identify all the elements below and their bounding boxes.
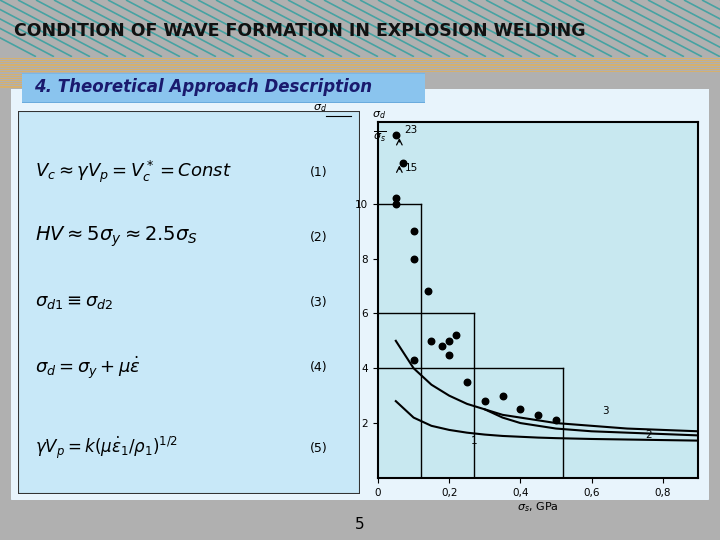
Text: $\overline{\sigma_s}$: $\overline{\sigma_s}$ [373, 130, 386, 144]
Point [397, 158, 409, 167]
Text: 2: 2 [645, 430, 652, 441]
Point [436, 342, 448, 350]
Point [408, 254, 419, 263]
Point [426, 336, 437, 345]
Text: 23: 23 [405, 125, 418, 134]
Text: (1): (1) [310, 166, 328, 179]
Point [515, 405, 526, 414]
Point [408, 356, 419, 364]
Point [390, 131, 402, 139]
Point [408, 227, 419, 235]
Text: 5: 5 [355, 517, 365, 532]
Point [550, 416, 562, 424]
Text: 15: 15 [405, 163, 418, 173]
Text: $HV \approx 5\sigma_y \approx 2.5\sigma_S$: $HV \approx 5\sigma_y \approx 2.5\sigma_… [35, 225, 198, 249]
Text: 3: 3 [602, 406, 609, 416]
Text: $\sigma_d$: $\sigma_d$ [313, 103, 328, 114]
Text: 4. Theoretical Approach Description: 4. Theoretical Approach Description [34, 78, 372, 96]
Text: $\sigma_d = \sigma_y + \mu\dot{\varepsilon}$: $\sigma_d = \sigma_y + \mu\dot{\varepsil… [35, 354, 141, 381]
Text: $V_c \approx \gamma V_p = V_c^* = Const$: $V_c \approx \gamma V_p = V_c^* = Const$ [35, 159, 232, 185]
Point [390, 194, 402, 202]
Text: $\sigma_{d1} \equiv \sigma_{d2}$: $\sigma_{d1} \equiv \sigma_{d2}$ [35, 293, 113, 312]
Point [479, 397, 490, 406]
FancyBboxPatch shape [7, 87, 713, 502]
Text: $\sigma_d$: $\sigma_d$ [372, 110, 387, 122]
Point [444, 336, 455, 345]
Text: (5): (5) [310, 442, 328, 455]
Point [462, 377, 473, 386]
X-axis label: $\sigma_s$, GPa: $\sigma_s$, GPa [518, 501, 559, 514]
Text: CONDITION OF WAVE FORMATION IN EXPLOSION WELDING: CONDITION OF WAVE FORMATION IN EXPLOSION… [14, 22, 586, 40]
Point [497, 392, 508, 400]
Text: (4): (4) [310, 361, 328, 374]
Text: $\gamma V_p = k(\mu\dot{\varepsilon}_1 / \rho_1)^{1/2}$: $\gamma V_p = k(\mu\dot{\varepsilon}_1 /… [35, 435, 179, 461]
Point [390, 199, 402, 208]
FancyBboxPatch shape [0, 81, 720, 508]
FancyBboxPatch shape [0, 71, 471, 105]
Text: 1: 1 [471, 436, 477, 446]
Point [451, 331, 462, 340]
FancyBboxPatch shape [18, 111, 360, 494]
Point [533, 410, 544, 419]
Text: (3): (3) [310, 296, 328, 309]
Point [422, 287, 433, 296]
Text: (2): (2) [310, 231, 328, 244]
Point [444, 350, 455, 359]
FancyBboxPatch shape [0, 73, 453, 102]
